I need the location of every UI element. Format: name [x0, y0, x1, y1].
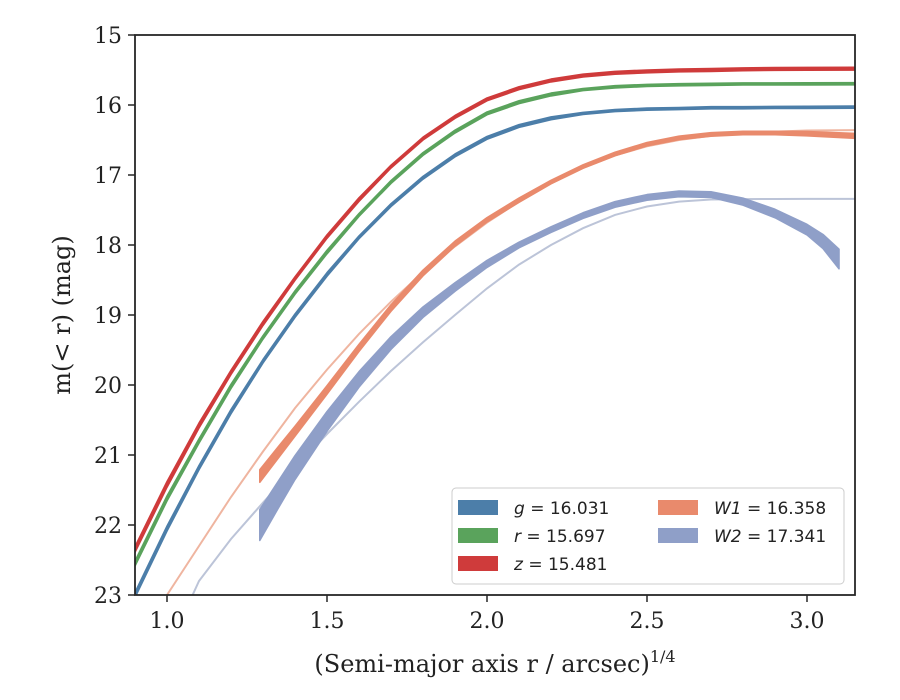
x-tick-label: 2.0	[470, 609, 505, 634]
y-tick-label: 19	[94, 304, 122, 329]
x-tick-label: 3.0	[790, 609, 825, 634]
legend-swatch-z	[458, 556, 498, 571]
legend-swatch-r	[458, 528, 498, 543]
y-tick-label: 17	[94, 164, 122, 189]
y-tick-label: 16	[94, 94, 122, 119]
legend-swatch-g	[458, 500, 498, 515]
legend-label-z: z = 15.481	[513, 555, 607, 575]
y-tick-label: 20	[94, 374, 122, 399]
legend-label-g: g = 16.031	[514, 499, 609, 519]
legend-label-w2: W2 = 17.341	[714, 527, 826, 547]
legend-label-r: r = 15.697	[514, 527, 606, 547]
y-tick-label: 15	[94, 24, 122, 49]
legend-frame	[451, 487, 845, 585]
x-tick-label: 1.0	[150, 609, 185, 634]
y-tick-label: 18	[94, 234, 122, 259]
legend-swatch-w1	[658, 500, 698, 515]
g-band	[135, 105, 855, 595]
z-band	[135, 66, 855, 554]
x-tick-label: 2.5	[630, 609, 665, 634]
legend-label-w1: W1 = 16.358	[714, 499, 826, 519]
x-axis-label-text: (Semi-major axis r / arcsec)	[314, 650, 649, 678]
y-tick-label: 23	[94, 584, 122, 609]
r-band	[135, 81, 855, 567]
x-tick-label: 1.5	[310, 609, 345, 634]
w2-band	[259, 190, 840, 542]
x-axis-label-exponent: 1/4	[650, 647, 676, 666]
x-axis-label: (Semi-major axis r / arcsec)1/4	[314, 647, 675, 678]
y-tick-label: 22	[94, 514, 122, 539]
legend-swatch-w2	[658, 528, 698, 543]
legend: g = 16.031 r = 15.697 z = 15.481 W1 = 16.35…	[451, 487, 845, 585]
w1-band	[259, 130, 855, 484]
y-tick-label: 21	[94, 444, 122, 469]
y-axis-label: m(< r) (mag)	[48, 235, 76, 394]
